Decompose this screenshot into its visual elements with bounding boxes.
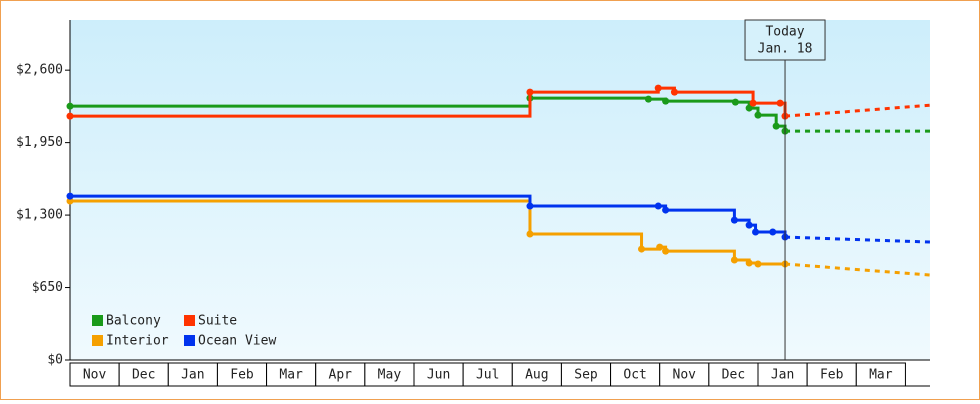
x-tick-label: Mar [279, 368, 303, 383]
point [662, 247, 670, 255]
x-tick-label: Jan [181, 368, 204, 383]
point [752, 228, 760, 236]
x-tick-label: Nov [83, 368, 107, 383]
point [662, 97, 670, 105]
today-box [744, 19, 826, 61]
point [654, 84, 662, 92]
x-tick-label: Sep [574, 368, 598, 383]
point [772, 122, 780, 130]
x-tick-label: Feb [820, 368, 844, 383]
x-tick-label: Jul [476, 368, 499, 383]
point [526, 88, 534, 96]
x-tick-label: Dec [132, 368, 155, 383]
legend-label: Suite [198, 314, 237, 329]
point [644, 95, 652, 103]
point [670, 88, 678, 96]
point [776, 99, 784, 107]
point [66, 197, 74, 205]
point [66, 192, 74, 200]
x-tick-label: Nov [673, 368, 697, 383]
legend-swatch [92, 335, 103, 346]
point [526, 202, 534, 210]
x-tick-label: Feb [230, 368, 254, 383]
x-tick-label: Jan [771, 368, 794, 383]
legend-label: Balcony [106, 314, 161, 329]
x-tick-label: Dec [722, 368, 745, 383]
point [745, 221, 753, 229]
today-label: Jan. 18 [758, 42, 813, 57]
point [730, 256, 738, 264]
legend-swatch [92, 315, 103, 326]
x-tick-label: Aug [525, 368, 548, 383]
y-tick-label: $2,600 [16, 63, 63, 78]
point [769, 228, 777, 236]
today-label: Today [765, 25, 804, 40]
point [730, 216, 738, 224]
y-tick-label: $1,300 [16, 208, 63, 223]
point [745, 104, 753, 112]
point [66, 102, 74, 110]
y-tick-label: $1,950 [16, 135, 63, 150]
y-tick-label: $0 [47, 353, 63, 368]
x-tick-label: Mar [869, 368, 893, 383]
point [754, 260, 762, 268]
point [662, 206, 670, 214]
legend-swatch [184, 335, 195, 346]
point [526, 230, 534, 238]
point [654, 202, 662, 210]
point [656, 243, 664, 251]
month-cell [855, 362, 906, 387]
point [66, 112, 74, 120]
point [731, 98, 739, 106]
point [749, 99, 757, 107]
plot-area [70, 20, 930, 360]
point [745, 259, 753, 267]
x-tick-label: Jun [427, 368, 450, 383]
x-tick-label: Oct [623, 368, 646, 383]
x-tick-label: Apr [329, 368, 353, 383]
y-tick-label: $650 [32, 280, 63, 295]
legend-label: Interior [106, 334, 169, 349]
point [638, 245, 646, 253]
forecast-line [784, 262, 931, 277]
legend-label: Ocean View [198, 334, 276, 349]
x-tick-label: May [378, 368, 402, 383]
legend-swatch [184, 315, 195, 326]
point [754, 111, 762, 119]
